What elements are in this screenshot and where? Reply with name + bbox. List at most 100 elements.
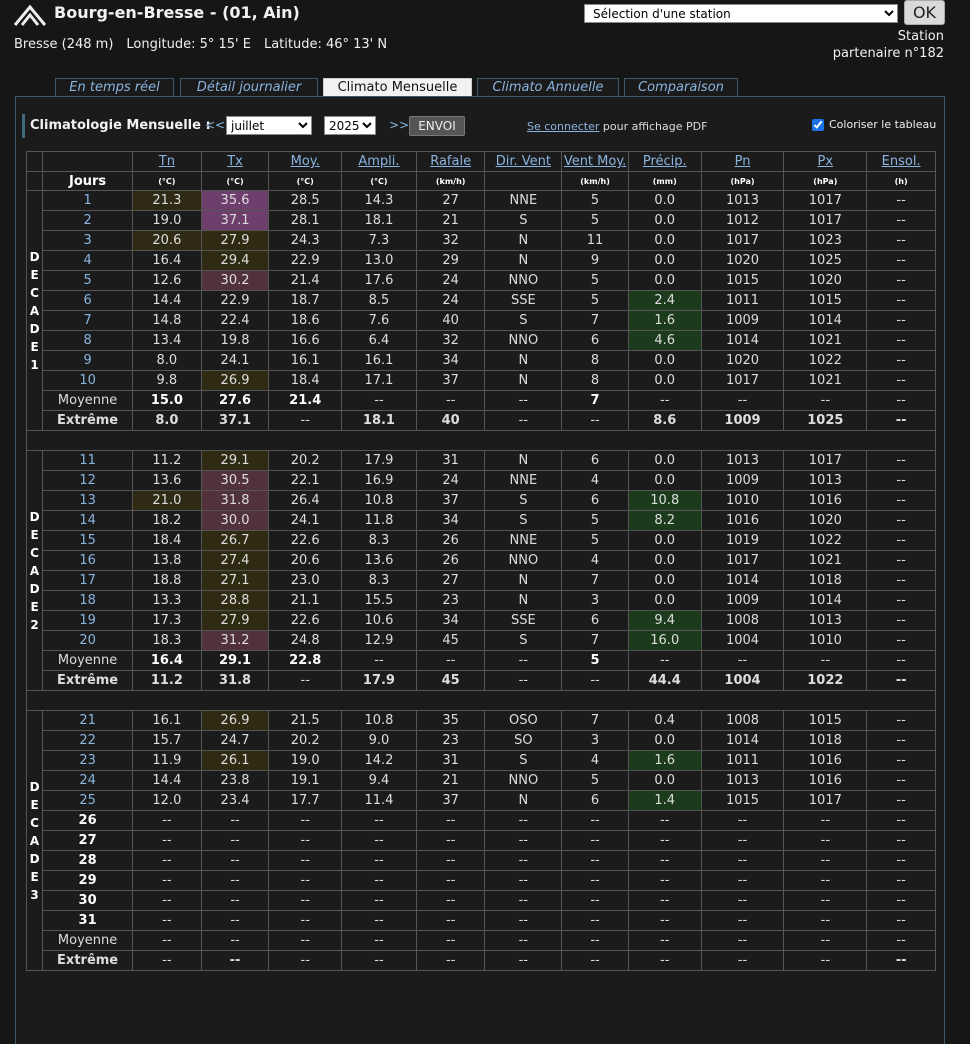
day-link[interactable]: 31 <box>42 910 134 931</box>
col-link-precip[interactable]: Précip. <box>642 154 687 169</box>
tab-climato-annuelle[interactable]: Climato Annuelle <box>477 78 619 96</box>
col-header-precip[interactable]: Précip. <box>627 151 702 172</box>
day-link[interactable]: 9 <box>42 350 134 371</box>
station-select[interactable]: Sélection d'une station <box>584 4 898 23</box>
summary-pn: -- <box>700 950 785 971</box>
tab-detail-journalier[interactable]: Détail journalier <box>180 78 318 96</box>
col-link-tx[interactable]: Tx <box>227 154 243 169</box>
cell-precip: -- <box>627 850 702 871</box>
summary-dir-vent: -- <box>484 390 563 411</box>
day-link[interactable]: 24 <box>42 770 134 791</box>
tab-comparaison[interactable]: Comparaison <box>624 78 738 96</box>
cell-tn: 13.8 <box>132 550 202 571</box>
cell-moy: 21.5 <box>268 710 343 731</box>
colorize-toggle[interactable]: Coloriser le tableau <box>812 118 936 131</box>
day-link[interactable]: 27 <box>42 830 134 851</box>
cell-precip: 0.0 <box>627 570 702 591</box>
col-link-pn[interactable]: Pn <box>734 154 751 169</box>
day-link[interactable]: 19 <box>42 610 134 631</box>
day-link[interactable]: 6 <box>42 290 134 311</box>
col-header-rafale[interactable]: Rafale <box>415 151 486 172</box>
cell-rafale: 40 <box>415 310 486 331</box>
day-link[interactable]: 18 <box>42 590 134 611</box>
table-row: 16 13.8 27.4 20.6 13.6 26 NNO 4 0.0 1017 1021 -- <box>27 550 936 571</box>
day-link[interactable]: 11 <box>42 450 134 471</box>
cell-tx: -- <box>200 910 270 931</box>
cell-tn: 13.4 <box>132 330 202 351</box>
prev-month-link[interactable]: << <box>205 118 226 132</box>
day-link[interactable]: 17 <box>42 570 134 591</box>
day-link[interactable]: 29 <box>42 870 134 891</box>
cell-pn: -- <box>700 890 785 911</box>
day-link[interactable]: 20 <box>42 630 134 651</box>
col-link-moy[interactable]: Moy. <box>290 154 320 169</box>
cell-moy: 16.6 <box>268 330 343 351</box>
col-header-vent-moy[interactable]: Vent Moy. <box>561 151 629 172</box>
day-link[interactable]: 12 <box>42 470 134 491</box>
col-link-rafale[interactable]: Rafale <box>430 154 472 169</box>
cell-tn: -- <box>132 910 202 931</box>
month-select[interactable]: juillet <box>226 116 312 135</box>
summary-precip: 8.6 <box>627 410 702 431</box>
col-header-ampli[interactable]: Ampli. <box>341 151 417 172</box>
cell-tx: 31.8 <box>200 490 270 511</box>
mountain-logo-icon <box>14 4 46 26</box>
ok-button[interactable]: OK <box>904 0 945 25</box>
col-header-moy[interactable]: Moy. <box>268 151 343 172</box>
day-link[interactable]: 14 <box>42 510 134 531</box>
cell-vent-moy: 7 <box>561 570 629 591</box>
day-link[interactable]: 15 <box>42 530 134 551</box>
day-link[interactable]: 4 <box>42 250 134 271</box>
next-month-link[interactable]: >> <box>389 118 410 132</box>
day-link[interactable]: 10 <box>42 370 134 391</box>
cell-px: 1017 <box>783 190 868 211</box>
cell-vent-moy: 5 <box>561 510 629 531</box>
day-link[interactable]: 22 <box>42 730 134 751</box>
col-header-tx[interactable]: Tx <box>200 151 270 172</box>
cell-dir-vent: N <box>484 450 563 471</box>
day-link[interactable]: 25 <box>42 790 134 811</box>
day-link[interactable]: 5 <box>42 270 134 291</box>
col-header-ensol[interactable]: Ensol. <box>866 151 936 172</box>
col-link-dir-vent[interactable]: Dir. Vent <box>495 154 551 169</box>
cell-vent-moy: -- <box>561 910 629 931</box>
submit-button[interactable]: ENVOI <box>409 116 465 136</box>
cell-px: 1010 <box>783 630 868 651</box>
connect-link[interactable]: Se connecter <box>527 120 600 133</box>
col-link-vent-moy[interactable]: Vent Moy. <box>563 154 627 169</box>
col-header-pn[interactable]: Pn <box>700 151 785 172</box>
day-link[interactable]: 2 <box>42 210 134 231</box>
day-link[interactable]: 7 <box>42 310 134 331</box>
day-link[interactable]: 16 <box>42 550 134 571</box>
day-link[interactable]: 8 <box>42 330 134 351</box>
cell-rafale: 31 <box>415 750 486 771</box>
col-link-px[interactable]: Px <box>817 154 834 169</box>
day-link[interactable]: 23 <box>42 750 134 771</box>
cell-ensol: -- <box>866 850 936 871</box>
extreme-label: Extrême <box>42 950 134 971</box>
summary-tn: 16.4 <box>132 650 202 671</box>
col-header-tn[interactable]: Tn <box>132 151 202 172</box>
colorize-checkbox[interactable] <box>812 119 824 131</box>
tab-climato-mensuelle[interactable]: Climato Mensuelle <box>323 78 472 96</box>
col-header-dir-vent[interactable]: Dir. Vent <box>484 151 563 172</box>
col-link-tn[interactable]: Tn <box>158 154 175 169</box>
cell-moy: -- <box>268 870 343 891</box>
col-header-px[interactable]: Px <box>783 151 868 172</box>
day-link[interactable]: 30 <box>42 890 134 911</box>
cell-ampli: 8.3 <box>341 570 417 591</box>
day-link[interactable]: 26 <box>42 810 134 831</box>
day-link[interactable]: 3 <box>42 230 134 251</box>
jours-label: Jours <box>42 171 134 191</box>
col-link-ampli[interactable]: Ampli. <box>358 154 400 169</box>
col-link-ensol[interactable]: Ensol. <box>881 154 921 169</box>
day-link[interactable]: 28 <box>42 850 134 871</box>
day-link[interactable]: 13 <box>42 490 134 511</box>
year-select[interactable]: 2025 <box>324 116 376 135</box>
day-link[interactable]: 21 <box>42 710 134 731</box>
moyenne-row: Moyenne 16.4 29.1 22.8 -- -- -- 5 -- -- -- -- <box>27 650 936 671</box>
day-link[interactable]: 1 <box>42 190 134 211</box>
moyenne-label: Moyenne <box>42 930 134 951</box>
summary-tx: 29.1 <box>200 650 270 671</box>
tab-temps-reel[interactable]: En temps réel <box>55 78 174 96</box>
